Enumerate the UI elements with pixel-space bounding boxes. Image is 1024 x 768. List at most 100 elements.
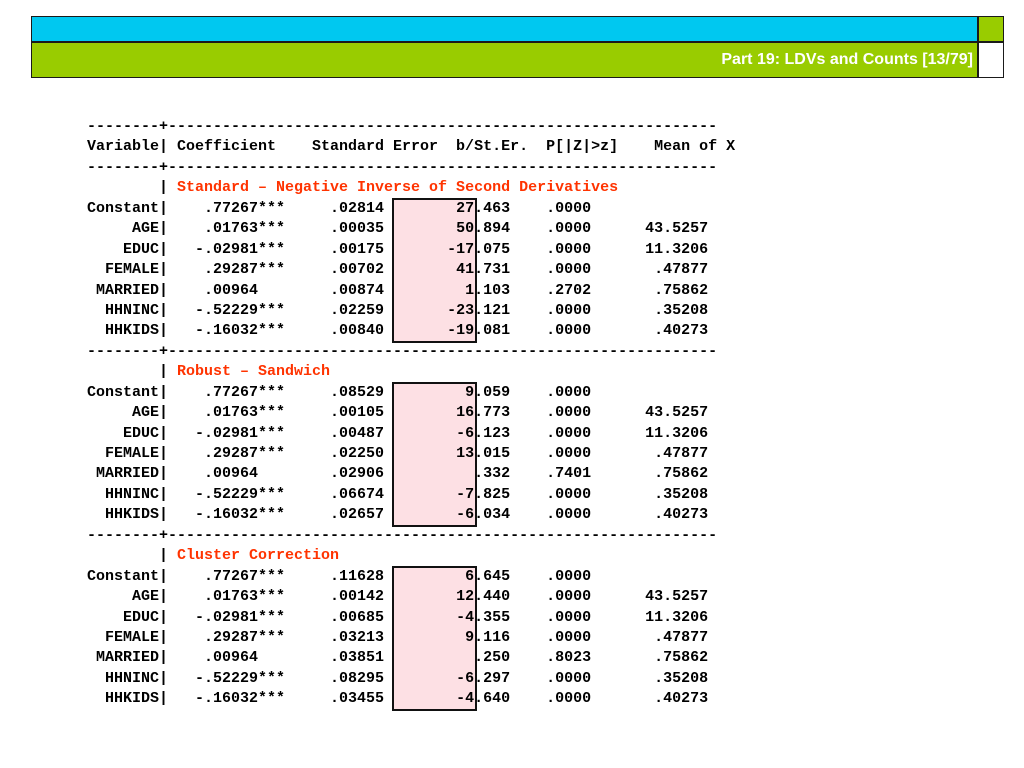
- row-coefficient: .01763***: [168, 220, 313, 238]
- section-title: Robust – Sandwich: [177, 363, 331, 381]
- table-row: EDUC| -.02981*** .00175 -17.075 .0000 11…: [87, 240, 735, 260]
- row-standard-error: .02657: [312, 506, 421, 524]
- row-mean: .40273: [591, 506, 709, 524]
- row-mean: 11.3206: [591, 424, 709, 442]
- row-variable: HHKIDS|: [87, 506, 169, 524]
- row-mean: .40273: [591, 690, 709, 708]
- row-p-value: .8023: [510, 649, 592, 667]
- row-coefficient: -.02981***: [168, 608, 313, 626]
- row-coefficient: .29287***: [168, 445, 313, 462]
- row-variable: AGE|: [87, 220, 169, 238]
- row-variable: FEMALE|: [87, 445, 169, 462]
- row-standard-error: .02906: [312, 465, 421, 483]
- row-variable: MARRIED|: [87, 649, 169, 667]
- row-p-value: .0000: [510, 445, 592, 462]
- row-mean: .47877: [591, 628, 709, 646]
- row-z-value: 1.103: [420, 281, 511, 299]
- divider-text: --------+-------------------------------…: [87, 526, 718, 544]
- row-z-value: -7.825: [420, 485, 511, 503]
- row-z-value: 12.440: [420, 588, 511, 606]
- section-title-line: | Cluster Correction: [87, 546, 735, 566]
- row-mean: 43.5257: [591, 588, 709, 606]
- row-coefficient: .29287***: [168, 628, 313, 646]
- row-variable: Constant|: [87, 567, 169, 585]
- row-standard-error: .00035: [312, 220, 421, 238]
- row-p-value: .0000: [510, 404, 592, 422]
- table-row: HHNINC| -.52229*** .08295 -6.297 .0000 .…: [87, 669, 735, 689]
- standard-error-highlight-box: [392, 197, 477, 343]
- row-standard-error: .00175: [312, 240, 421, 258]
- row-coefficient: -.52229***: [168, 301, 313, 319]
- row-p-value: .0000: [510, 608, 592, 626]
- standard-error-highlight-box: [392, 565, 477, 712]
- column-header-text: Variable| Coefficient Standard Error b/S…: [87, 138, 736, 156]
- row-z-value: 41.731: [420, 261, 511, 279]
- row-standard-error: .03851: [312, 649, 421, 667]
- row-coefficient: .00964: [168, 649, 313, 667]
- row-z-value: .250: [420, 649, 511, 667]
- row-coefficient: .00964: [168, 281, 313, 299]
- row-standard-error: .06674: [312, 485, 421, 503]
- table-row: HHNINC| -.52229*** .02259 -23.121 .0000 …: [87, 301, 735, 321]
- row-standard-error: .02250: [312, 445, 421, 462]
- table-row: Constant| .77267*** .08529 9.059 .0000: [87, 383, 735, 403]
- row-p-value: .0000: [510, 485, 592, 503]
- row-standard-error: .03455: [312, 690, 421, 708]
- table-row: EDUC| -.02981*** .00685 -4.355 .0000 11.…: [87, 608, 735, 628]
- row-coefficient: .00964: [168, 465, 313, 483]
- row-coefficient: -.16032***: [168, 690, 313, 708]
- row-standard-error: .00142: [312, 588, 421, 606]
- row-z-value: 9.116: [420, 628, 511, 646]
- row-z-value: -6.297: [420, 669, 511, 687]
- table-row: HHKIDS| -.16032*** .02657 -6.034 .0000 .…: [87, 505, 735, 525]
- slide-title: Part 19: LDVs and Counts [13/79]: [721, 51, 973, 68]
- divider-line: --------+-------------------------------…: [87, 342, 735, 362]
- row-mean: 43.5257: [591, 404, 709, 422]
- row-variable: AGE|: [87, 404, 169, 422]
- regression-output: --------+-------------------------------…: [87, 117, 735, 712]
- section-title: Standard – Negative Inverse of Second De…: [177, 179, 619, 197]
- row-p-value: .7401: [510, 465, 592, 483]
- table-row: MARRIED| .00964 .02906 .332 .7401 .75862: [87, 464, 735, 484]
- column-header: Variable| Coefficient Standard Error b/S…: [87, 137, 735, 157]
- row-z-value: 16.773: [420, 404, 511, 422]
- row-z-value: -6.034: [420, 506, 511, 524]
- row-z-value: 6.645: [420, 567, 511, 585]
- row-mean: .75862: [591, 281, 709, 299]
- section-pipe: |: [87, 363, 178, 381]
- row-p-value: .0000: [510, 240, 592, 258]
- row-standard-error: .00702: [312, 261, 421, 279]
- standard-error-highlight-box: [392, 381, 477, 527]
- section-title: Cluster Correction: [177, 547, 340, 565]
- row-standard-error: .00840: [312, 322, 421, 340]
- table-row: MARRIED| .00964 .03851 .250 .8023 .75862: [87, 648, 735, 668]
- row-standard-error: .02259: [312, 301, 421, 319]
- row-variable: Constant|: [87, 199, 169, 217]
- row-coefficient: .29287***: [168, 261, 313, 279]
- row-p-value: .0000: [510, 690, 592, 708]
- row-z-value: .332: [420, 465, 511, 483]
- row-variable: EDUC|: [87, 240, 169, 258]
- row-z-value: -17.075: [420, 240, 511, 258]
- row-standard-error: .08529: [312, 383, 421, 401]
- header-title-band: Part 19: LDVs and Counts [13/79]: [31, 42, 978, 78]
- row-variable: MARRIED|: [87, 465, 169, 483]
- row-p-value: .0000: [510, 261, 592, 279]
- row-coefficient: -.02981***: [168, 424, 313, 442]
- row-p-value: .0000: [510, 322, 592, 340]
- row-p-value: .0000: [510, 220, 592, 238]
- row-variable: MARRIED|: [87, 281, 169, 299]
- row-coefficient: -.16032***: [168, 506, 313, 524]
- table-row: AGE| .01763*** .00035 50.894 .0000 43.52…: [87, 219, 735, 239]
- row-mean: [591, 384, 708, 401]
- row-mean: .35208: [591, 669, 709, 687]
- row-z-value: -23.121: [420, 301, 511, 319]
- row-z-value: -4.355: [420, 608, 511, 626]
- divider-line: --------+-------------------------------…: [87, 526, 735, 546]
- row-mean: .75862: [591, 649, 709, 667]
- table-row: FEMALE| .29287*** .03213 9.116 .0000 .47…: [87, 628, 735, 648]
- table-row: MARRIED| .00964 .00874 1.103 .2702 .7586…: [87, 281, 735, 301]
- row-variable: HHKIDS|: [87, 322, 169, 340]
- divider-text: --------+-------------------------------…: [87, 118, 718, 135]
- table-row: AGE| .01763*** .00105 16.773 .0000 43.52…: [87, 403, 735, 423]
